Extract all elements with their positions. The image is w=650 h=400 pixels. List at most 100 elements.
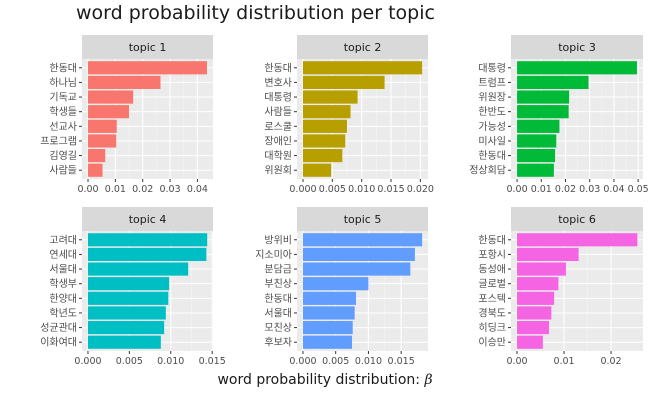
x-tick-label: 0.020 [407, 184, 434, 195]
facet-panel-2: topic 2 0.000 0.005 0.010 0.015 0.020 한동대변호사대통… [264, 35, 434, 195]
bar [517, 134, 557, 148]
category-label: 프로그램 [40, 135, 77, 147]
bar [517, 291, 555, 305]
category-label: 부친상 [264, 278, 292, 290]
bar [302, 75, 385, 89]
facet-panel-6: topic 6 0.00 0.01 0.02 한동대포항시동성애글로벌포스텍경북도히딩크… [478, 207, 643, 367]
bar [88, 90, 134, 104]
category-label: 학생들 [49, 106, 77, 118]
category-label: 정상회담 [469, 165, 506, 177]
bar [87, 233, 208, 247]
x-tick-label: 0.015 [388, 356, 415, 367]
category-label: 한동대 [478, 234, 506, 246]
facet-strip-label: topic 6 [558, 213, 596, 226]
category-label: 가능성 [478, 121, 506, 133]
bar [517, 149, 556, 163]
bar [302, 262, 411, 276]
bar [88, 119, 117, 133]
facet-strip-label: topic 1 [129, 41, 167, 54]
category-label: 서울대 [49, 264, 77, 276]
category-label: 로스쿨 [264, 121, 292, 133]
bar [87, 291, 169, 305]
x-tick-label: 0.03 [579, 184, 600, 195]
bar [517, 163, 554, 177]
bar [87, 277, 170, 291]
x-tick-label: 0.015 [377, 184, 404, 195]
bar [302, 277, 369, 291]
bar [517, 61, 637, 75]
bar [302, 134, 346, 148]
x-tick-label: 0.000 [74, 356, 101, 367]
category-label: 대통령 [264, 92, 292, 104]
bar [87, 262, 189, 276]
category-label: 사람들 [264, 105, 292, 118]
category-label: 방위비 [264, 233, 292, 246]
category-label: 이화여대 [40, 337, 77, 349]
bar [517, 105, 569, 119]
category-label: 한동대 [264, 62, 292, 74]
bar [517, 247, 579, 261]
x-tick-label: 0.005 [116, 356, 143, 367]
bar [88, 75, 161, 89]
x-tick-label: 0.05 [628, 184, 649, 195]
category-label: 하나님 [49, 76, 77, 89]
bar [517, 335, 543, 349]
category-label: 고려대 [49, 234, 77, 246]
category-label: 사람들 [49, 164, 77, 177]
category-label: 한동대 [49, 62, 77, 74]
category-label: 변호사 [264, 77, 292, 89]
bar [87, 247, 207, 261]
x-tick-label: 0.04 [187, 184, 208, 195]
x-tick-label: 0.000 [289, 356, 316, 367]
x-tick-label: 0.00 [506, 356, 527, 367]
facet-strip [82, 207, 213, 231]
category-label: 성균관대 [40, 322, 77, 334]
facet-strip [511, 207, 643, 231]
bar [517, 262, 566, 276]
bar [302, 163, 332, 177]
category-label: 한동대 [478, 150, 506, 162]
bar [302, 61, 423, 75]
chart-title: word probability distribution per topic [76, 2, 435, 24]
bar [87, 321, 165, 335]
bar [302, 119, 348, 133]
bar [302, 105, 351, 119]
bar [517, 90, 570, 104]
bar [517, 277, 559, 291]
x-tick-label: 0.000 [289, 184, 316, 195]
facet-panel-4: topic 4 0.000 0.005 0.010 0.015 고려대연세대서울대학생부한… [40, 207, 226, 367]
category-label: 학생부 [49, 278, 77, 290]
x-tick-label: 0.03 [159, 184, 180, 195]
x-tick-label: 0.005 [319, 184, 346, 195]
category-label: 히딩크 [478, 322, 506, 334]
category-label: 후보자 [264, 337, 292, 349]
category-label: 위원회 [264, 164, 292, 177]
facet-strip [297, 35, 428, 59]
x-tick-label: 0.02 [132, 184, 153, 195]
x-axis-label: word probability distribution: β [217, 372, 433, 388]
category-label: 한반도 [478, 106, 506, 118]
facet-strip [82, 35, 213, 59]
category-label: 이승만 [478, 337, 506, 349]
category-label: 대통령 [478, 62, 506, 74]
category-label: 한동대 [264, 293, 292, 305]
category-label: 선교사 [49, 121, 77, 133]
category-label: 연세대 [49, 249, 77, 261]
facet-panel-5: topic 5 0.000 0.005 0.010 0.015 방위비지소미아분담금부친상… [255, 207, 428, 367]
bar [517, 306, 552, 320]
bar [302, 90, 358, 104]
bar [302, 321, 353, 335]
category-label: 위원장 [478, 91, 506, 104]
facet-strip-label: topic 3 [558, 41, 596, 54]
x-tick-label: 0.02 [600, 356, 621, 367]
bar [302, 335, 353, 349]
bar [88, 105, 130, 119]
bar [87, 335, 161, 349]
x-tick-label: 0.010 [157, 356, 184, 367]
x-tick-label: 0.010 [355, 356, 382, 367]
category-label: 포스텍 [478, 293, 506, 305]
category-label: 분담금 [264, 264, 292, 276]
facet-strip-label: topic 4 [129, 213, 167, 226]
category-label: 학년도 [49, 307, 77, 319]
category-label: 포항시 [478, 249, 506, 261]
